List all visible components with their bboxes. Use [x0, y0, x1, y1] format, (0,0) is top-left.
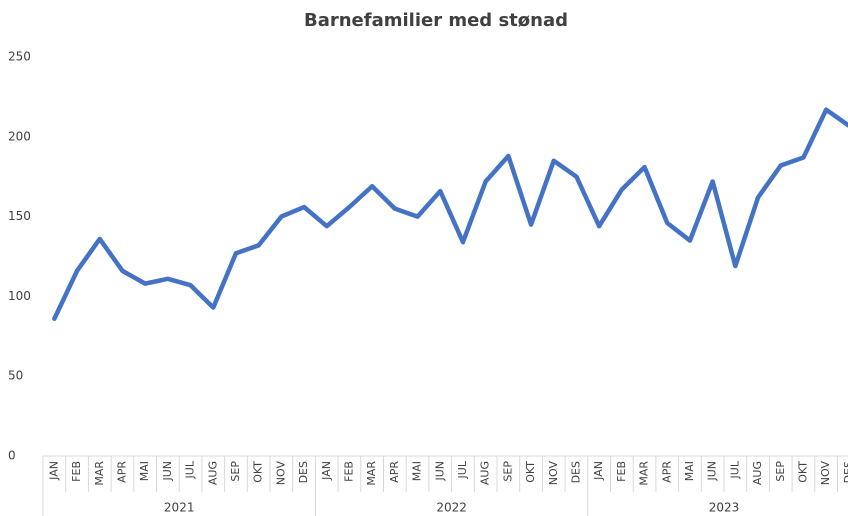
- x-tick-label: MAR: [638, 461, 651, 486]
- x-tick-label: JUN: [433, 461, 446, 482]
- x-tick-label: JAN: [592, 461, 605, 481]
- x-tick-label: DES: [842, 461, 848, 483]
- group-label: 2021: [164, 501, 195, 515]
- x-tick-label: NOV: [819, 461, 832, 486]
- chart-title: Barnefamilier med stønad: [304, 10, 568, 31]
- x-tick-label: MAI: [138, 461, 151, 481]
- x-tick-label: AUG: [751, 461, 764, 485]
- x-tick-label: APR: [660, 461, 673, 483]
- x-tick-label: MAR: [365, 461, 378, 486]
- x-tick-label: FEB: [615, 461, 628, 482]
- y-tick-label: 200: [8, 129, 31, 143]
- x-tick-label: SEP: [774, 461, 787, 482]
- x-tick-label: MAI: [683, 461, 696, 481]
- x-tick-label: APR: [388, 461, 401, 483]
- x-tick-label: MAI: [411, 461, 424, 481]
- x-tick-label: NOV: [274, 461, 287, 486]
- x-tick-label: OKT: [252, 461, 265, 483]
- y-tick-label: 0: [8, 449, 16, 463]
- group-label: 2022: [436, 501, 467, 515]
- x-tick-label: NOV: [547, 461, 560, 486]
- data-line: [52, 107, 848, 321]
- x-tick-label: OKT: [524, 461, 537, 483]
- x-tick-label: AUG: [479, 461, 492, 485]
- y-tick-label: 250: [8, 50, 31, 64]
- x-tick-label: FEB: [70, 461, 83, 482]
- x-tick-label: DES: [569, 461, 582, 483]
- x-tick-label: AUG: [206, 461, 219, 485]
- x-tick-label: JUL: [456, 460, 469, 479]
- x-tick-label: FEB: [342, 461, 355, 482]
- y-tick-label: 50: [8, 369, 23, 383]
- x-tick-label: JAN: [47, 461, 60, 481]
- group-label: 2023: [709, 501, 740, 515]
- x-tick-label: SEP: [229, 461, 242, 482]
- x-tick-label: JAN: [320, 461, 333, 481]
- y-tick-label: 150: [8, 209, 31, 223]
- x-tick-label: JUN: [706, 461, 719, 482]
- x-tick-label: JUN: [161, 461, 174, 482]
- x-tick-label: JUL: [728, 460, 741, 479]
- x-tick-label: DES: [297, 461, 310, 483]
- y-tick-label: 100: [8, 289, 31, 303]
- x-tick-label: APR: [115, 461, 128, 483]
- x-tick-label: JUL: [184, 460, 197, 479]
- x-tick-label: MAR: [93, 461, 106, 486]
- x-tick-label: SEP: [501, 461, 514, 482]
- x-tick-label: OKT: [796, 461, 809, 483]
